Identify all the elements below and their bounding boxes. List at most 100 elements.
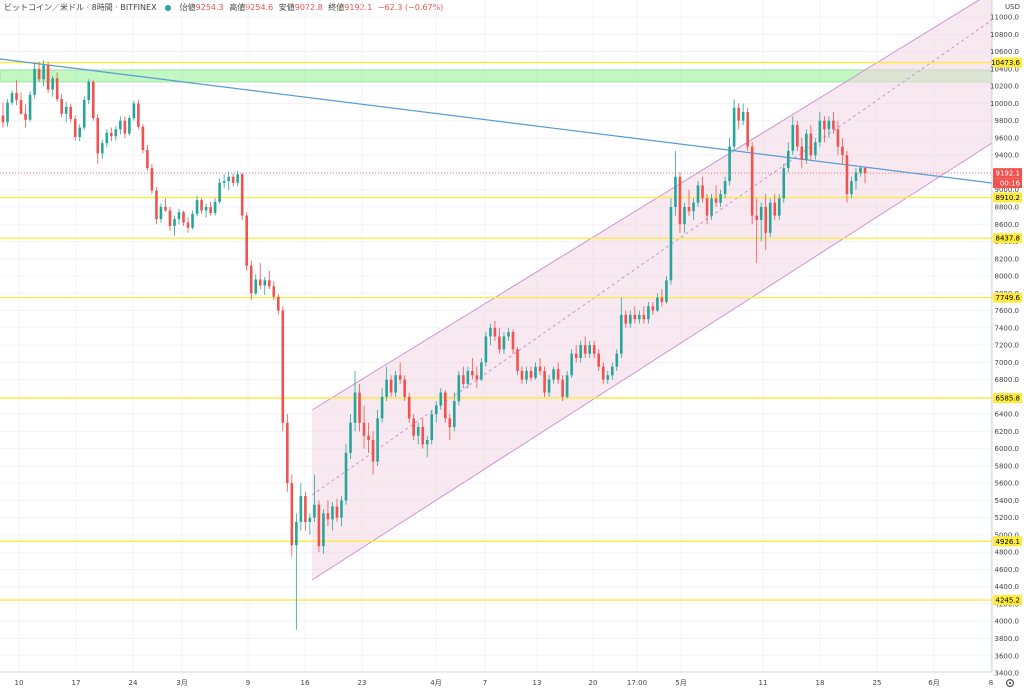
candle-body	[10, 93, 14, 103]
price-tick-label: 10000.0	[990, 100, 1019, 108]
symbol-title[interactable]: ビットコイン／米ドル · 8時間 · BITFINEX	[4, 3, 157, 12]
level-price-tag-bg	[993, 292, 1022, 303]
price-tick-label: 6800.0	[995, 376, 1020, 384]
channel-median-line[interactable]	[311, 19, 993, 496]
time-tick-label: 13	[533, 679, 542, 687]
candle-body	[340, 500, 343, 518]
candle-body	[195, 200, 199, 214]
horizontal-levels[interactable]	[0, 61, 992, 601]
time-tick-label: 4月	[430, 679, 441, 687]
candle-body	[421, 427, 425, 445]
candle-body	[91, 81, 95, 119]
candle-body	[119, 120, 122, 130]
candle-body	[87, 81, 91, 100]
time-tick-label: 18	[816, 679, 825, 687]
candle-body	[827, 120, 831, 130]
candle-body	[462, 375, 465, 384]
candle-body	[78, 127, 82, 138]
open-label: 始値	[179, 3, 196, 12]
candle-body	[633, 314, 637, 320]
candle-body	[574, 353, 578, 359]
candle-body	[209, 206, 212, 214]
price-tick-label: 3600.0	[995, 652, 1020, 660]
candle-body	[164, 206, 167, 211]
candle-body	[137, 103, 140, 127]
gear-icon[interactable]	[1005, 678, 1015, 688]
candle-body	[579, 345, 582, 359]
candle-body	[380, 396, 384, 419]
trendline[interactable]	[0, 58, 993, 184]
candle-body	[845, 155, 849, 195]
price-tick-label: 8000.0	[995, 273, 1020, 281]
candle-body	[186, 222, 190, 228]
candle-body	[326, 513, 330, 520]
candle-body	[619, 314, 623, 354]
candle-body	[204, 206, 208, 211]
candle-body	[764, 206, 768, 233]
candle-body	[267, 280, 271, 287]
candle-body	[96, 118, 100, 154]
time-axis[interactable]: 10 17 24 3月 9 16 23 4月 7 13 20 17:00 5月 11 18 25 6月 8	[0, 671, 993, 689]
time-tick-label: 25	[873, 679, 882, 687]
candle-body	[403, 379, 406, 397]
price-tick-label: 5400.0	[995, 497, 1020, 505]
candle-body	[159, 206, 163, 220]
trend-channel[interactable]	[311, 0, 993, 581]
candle-body	[507, 332, 510, 337]
high-value: 9254.6	[245, 3, 274, 12]
candle-body	[651, 306, 655, 311]
candle-body	[132, 103, 136, 119]
price-tick-label: 9600.0	[995, 134, 1020, 142]
price-tick-label: 11000.0	[990, 14, 1019, 22]
price-tick-label: 5600.0	[995, 480, 1020, 488]
candle-body	[710, 198, 713, 216]
candle-body	[565, 375, 569, 397]
price-tick-label: 6200.0	[995, 428, 1020, 436]
time-tick-label: 3月	[176, 679, 187, 687]
price-tick-label: 3800.0	[995, 635, 1020, 643]
candle-body	[719, 194, 722, 203]
channel-lower-line[interactable]	[311, 142, 993, 581]
candle-body	[534, 366, 537, 378]
price-tick-label: 7400.0	[995, 324, 1020, 332]
candle-body	[570, 353, 573, 376]
candle-body	[213, 201, 217, 214]
candle-body	[249, 265, 253, 294]
candle-body	[425, 440, 429, 445]
trendline-line[interactable]	[0, 58, 993, 184]
candle-body	[597, 353, 601, 367]
price-tick-label: 6000.0	[995, 445, 1020, 453]
candle-body	[696, 185, 700, 203]
channel-upper-line[interactable]	[311, 0, 992, 411]
candle-body	[362, 422, 366, 436]
candle-body	[786, 150, 790, 169]
candle-body	[705, 198, 709, 216]
currency-label: USD	[1005, 3, 1020, 11]
price-tick-label: 10600.0	[990, 48, 1019, 56]
price-tick-label: 5000.0	[995, 531, 1020, 539]
candle-body	[538, 366, 542, 371]
candle-body	[791, 125, 795, 151]
candle-body	[592, 345, 596, 354]
candle-body	[299, 496, 303, 522]
candle-body	[272, 286, 276, 297]
candle-body	[60, 99, 63, 114]
time-tick-label: 23	[358, 679, 367, 687]
candle-body	[344, 452, 348, 501]
time-tick-label: 11	[759, 679, 768, 687]
price-axis[interactable]: 3400.03600.03800.04000.04200.04400.04600…	[990, 0, 1024, 689]
price-labels: 10473.6 8910.2 8437.8 7749.6 6585.8 4926.1 424…	[991, 57, 1022, 606]
candle-body	[759, 206, 763, 220]
candle-body	[516, 349, 519, 371]
candle-body	[222, 181, 226, 183]
candle-body	[398, 375, 402, 380]
candle-body	[439, 392, 443, 406]
candle-body	[746, 112, 749, 147]
candle-body	[489, 327, 492, 337]
candle-body	[231, 176, 235, 183]
candle-body	[624, 314, 628, 324]
candle-body	[457, 375, 461, 402]
time-tick-label: 7	[483, 679, 487, 687]
candle-body	[714, 198, 718, 203]
